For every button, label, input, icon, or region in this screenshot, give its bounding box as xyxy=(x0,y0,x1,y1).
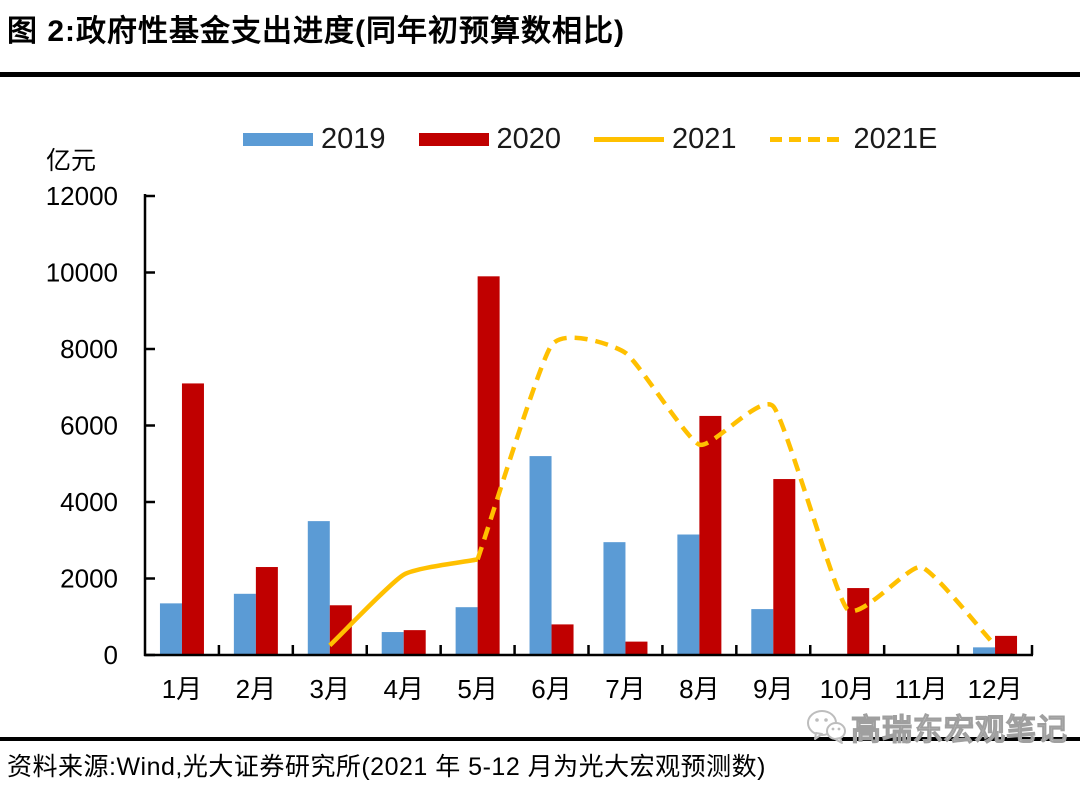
bar-2020-5月 xyxy=(477,276,500,655)
line-2021E-dashed xyxy=(475,335,997,647)
y-tick-label: 4000 xyxy=(60,487,118,517)
bar-2020-3月 xyxy=(329,605,352,655)
y-tick-label: 2000 xyxy=(60,564,118,594)
legend-label-2020: 2020 xyxy=(496,123,562,155)
legend-item-2020: 2020 xyxy=(418,123,562,156)
x-tick-label: 5月 xyxy=(457,674,497,704)
bar-2019-1月 xyxy=(159,603,182,655)
bar-2019-7月 xyxy=(603,542,626,655)
bar-2020-7月 xyxy=(625,641,648,655)
y-tick-label: 0 xyxy=(104,640,118,670)
x-tick-label: 1月 xyxy=(162,674,202,704)
bar-2020-1月 xyxy=(181,383,204,655)
legend-swatch-2020-bar xyxy=(418,133,489,146)
legend-label-2021e: 2021E xyxy=(853,123,938,155)
bar-2020-2月 xyxy=(255,567,278,655)
line-2021-solid xyxy=(328,557,479,648)
y-axis-unit-label: 亿元 xyxy=(46,147,97,175)
x-tick-label: 9月 xyxy=(753,674,793,704)
bar-2020-9月 xyxy=(773,479,796,655)
bar-2019-8月 xyxy=(677,534,700,655)
page-title: 图 2:政府性基金支出进度(同年初预算数相比) xyxy=(7,15,625,48)
title-divider-line xyxy=(0,72,1080,77)
bar-2020-6月 xyxy=(551,624,574,655)
bar-2020-12月 xyxy=(995,635,1018,655)
footer-divider-line xyxy=(0,737,1080,741)
bar-2019-3月 xyxy=(307,521,330,655)
source-note: 资料来源:Wind,光大证券研究所(2021 年 5-12 月为光大宏观预测数) xyxy=(7,753,766,781)
watermark-text: 高瑞东宏观笔记 xyxy=(851,714,1068,748)
x-tick-label: 8月 xyxy=(679,674,719,704)
bar-2019-4月 xyxy=(381,632,404,655)
watermark: 高瑞东宏观笔记 xyxy=(806,705,1068,749)
x-tick-label: 6月 xyxy=(531,674,571,704)
y-tick-label: 12000 xyxy=(46,181,118,211)
bar-2020-8月 xyxy=(699,415,722,655)
x-tick-label: 3月 xyxy=(310,674,350,704)
x-tick-label: 4月 xyxy=(383,674,423,704)
bar-2020-4月 xyxy=(403,630,426,655)
bar-2020-10月 xyxy=(847,588,870,655)
bar-2019-5月 xyxy=(455,607,478,655)
legend-item-2019: 2019 xyxy=(243,123,386,156)
x-tick-label: 11月 xyxy=(895,674,948,704)
bar-2019-6月 xyxy=(529,456,552,655)
bar-2019-2月 xyxy=(233,593,256,655)
bar-2019-9月 xyxy=(751,609,774,655)
chart-legend: 2019 2020 2021 2021E xyxy=(243,123,937,156)
legend-item-2021e: 2021E xyxy=(769,123,938,156)
legend-label-2019: 2019 xyxy=(321,123,386,155)
x-tick-label: 10月 xyxy=(820,674,875,704)
y-tick-label: 6000 xyxy=(60,411,118,441)
bar-2019-12月 xyxy=(973,647,996,655)
legend-swatch-2021-line xyxy=(594,137,665,142)
legend-swatch-2021e-dashed-line xyxy=(769,137,846,142)
x-tick-label: 7月 xyxy=(605,674,645,704)
x-tick-label: 12月 xyxy=(968,674,1023,704)
legend-swatch-2019-bar xyxy=(243,133,313,146)
x-tick-label: 2月 xyxy=(236,674,276,704)
wechat-icon xyxy=(807,710,846,744)
y-tick-label: 10000 xyxy=(46,258,118,288)
legend-label-2021: 2021 xyxy=(672,123,737,155)
y-tick-label: 8000 xyxy=(60,334,118,364)
legend-item-2021: 2021 xyxy=(594,123,737,156)
